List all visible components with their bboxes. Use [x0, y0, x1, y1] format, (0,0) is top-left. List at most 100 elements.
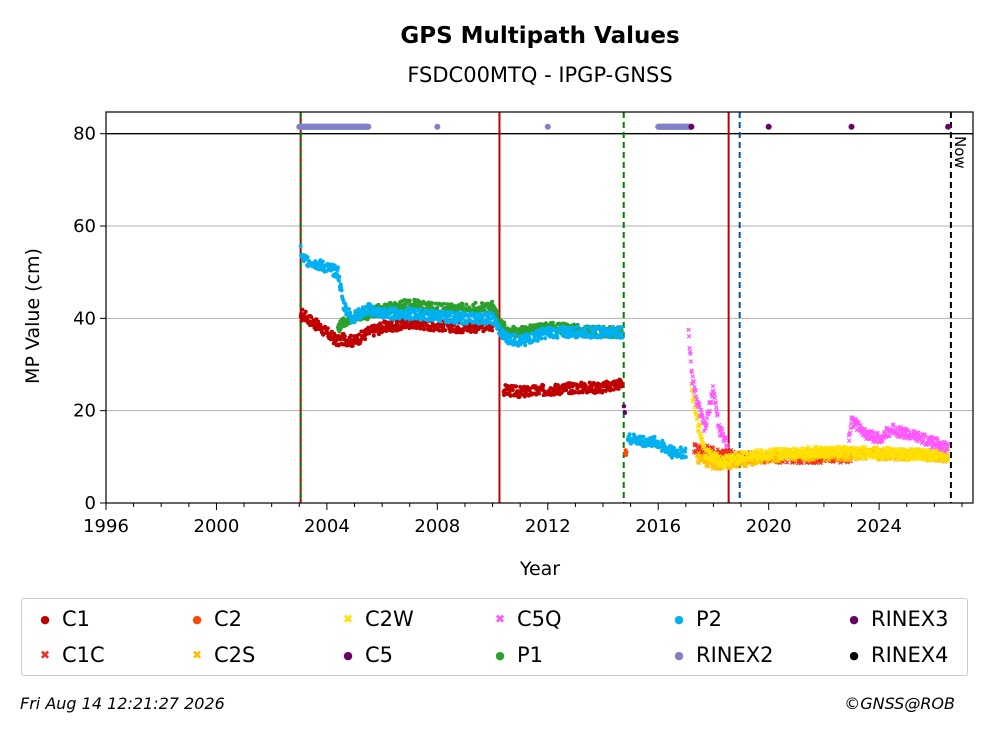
y-tick-label: 0 — [85, 493, 96, 514]
point-p2 — [671, 445, 676, 450]
point-c2w — [727, 461, 732, 466]
point-c5q — [725, 443, 730, 448]
point-p1 — [550, 320, 555, 325]
legend-label: C5 — [365, 643, 394, 667]
point-c1 — [508, 393, 513, 398]
y-tick-label: 40 — [73, 308, 96, 329]
point-p2 — [431, 317, 436, 322]
legend-marker: ● — [849, 648, 859, 662]
point-c1 — [583, 383, 588, 388]
point-c2s — [746, 460, 751, 465]
point-c5q — [891, 422, 896, 427]
point-c1 — [342, 334, 347, 339]
point-c1c — [715, 447, 720, 452]
point-c2w — [755, 447, 760, 453]
point-c5q — [701, 416, 706, 422]
chart-title: GPS Multipath Values — [400, 23, 679, 49]
x-tick-label: 2008 — [414, 516, 460, 537]
x-tick-label: 2012 — [525, 516, 571, 537]
legend-marker: ● — [674, 648, 684, 662]
point-p1 — [464, 302, 469, 307]
point-c2w — [820, 454, 826, 459]
point-p1 — [435, 305, 440, 310]
point-p2 — [598, 325, 603, 330]
point-c5q — [693, 387, 698, 393]
point-c1 — [555, 383, 560, 388]
legend-item-p1: ● P1 — [493, 643, 543, 667]
legend-label: P2 — [696, 607, 723, 631]
point-p2 — [641, 434, 646, 439]
point-c2s — [753, 461, 759, 466]
point-c5q — [898, 434, 904, 440]
point-c5 — [622, 404, 627, 409]
point-p2 — [301, 259, 306, 264]
point-c1 — [537, 391, 542, 396]
point-c5q — [691, 379, 696, 385]
point-c1 — [348, 333, 353, 338]
point-p2 — [632, 434, 637, 439]
point-c2s — [713, 466, 718, 472]
point-c5q — [702, 428, 707, 434]
point-c2w — [784, 446, 789, 452]
point-p2 — [543, 336, 548, 341]
point-c2w — [799, 446, 804, 451]
point-p2 — [361, 312, 366, 317]
point-p2 — [336, 278, 341, 283]
point-c1 — [507, 390, 512, 395]
event-lines — [106, 112, 973, 503]
point-p2 — [418, 307, 423, 312]
point-p2 — [402, 310, 407, 315]
point-p1 — [429, 300, 434, 305]
point-c2w — [892, 451, 897, 457]
point-rinex3 — [765, 123, 772, 130]
legend-label: C5Q — [517, 607, 562, 631]
point-c2w — [878, 450, 884, 455]
point-p2 — [410, 316, 415, 321]
plot-frame — [105, 111, 974, 504]
point-c1 — [309, 315, 314, 320]
point-p2 — [683, 454, 688, 459]
point-c1 — [321, 331, 326, 336]
point-c5q — [716, 422, 722, 428]
point-p2 — [335, 265, 340, 270]
legend-marker: ● — [40, 612, 50, 626]
point-c5q — [709, 400, 714, 405]
point-p2 — [317, 267, 322, 272]
point-p1 — [407, 298, 412, 303]
point-c5q — [712, 391, 717, 396]
point-p2 — [523, 343, 528, 348]
point-c5q — [895, 425, 900, 430]
point-c5q — [689, 369, 695, 375]
legend-item-c1: ● C1 — [38, 607, 90, 631]
point-c5q — [858, 422, 863, 428]
point-c2w — [862, 444, 868, 450]
point-c2w — [823, 455, 829, 460]
point-rinex3 — [688, 123, 695, 130]
point-c5q — [847, 430, 853, 436]
point-c2w — [886, 445, 891, 450]
point-p2 — [615, 330, 620, 335]
point-c2w — [872, 451, 877, 456]
legend-item-c5: ● C5 — [341, 643, 393, 667]
legend-marker: ● — [192, 612, 202, 626]
point-p2 — [583, 324, 588, 329]
point-c5q — [719, 427, 725, 432]
point-c5q — [929, 434, 934, 439]
legend-label: C2W — [365, 607, 414, 631]
point-c5q — [713, 405, 719, 410]
point-c2w — [933, 452, 938, 458]
point-p2 — [572, 325, 577, 330]
point-c1 — [350, 343, 355, 348]
y-tick-label: 60 — [73, 216, 96, 237]
point-c5q — [723, 435, 729, 441]
point-c1c — [799, 460, 805, 465]
point-c2w — [701, 441, 707, 447]
point-c2w — [915, 446, 920, 452]
legend-item-c2: ● C2 — [190, 607, 242, 631]
legend-label: RINEX2 — [696, 643, 774, 667]
point-c2w — [868, 448, 873, 453]
point-c2w — [909, 456, 915, 462]
point-p2 — [298, 244, 303, 249]
point-p2 — [371, 304, 376, 309]
point-p2 — [627, 432, 632, 437]
